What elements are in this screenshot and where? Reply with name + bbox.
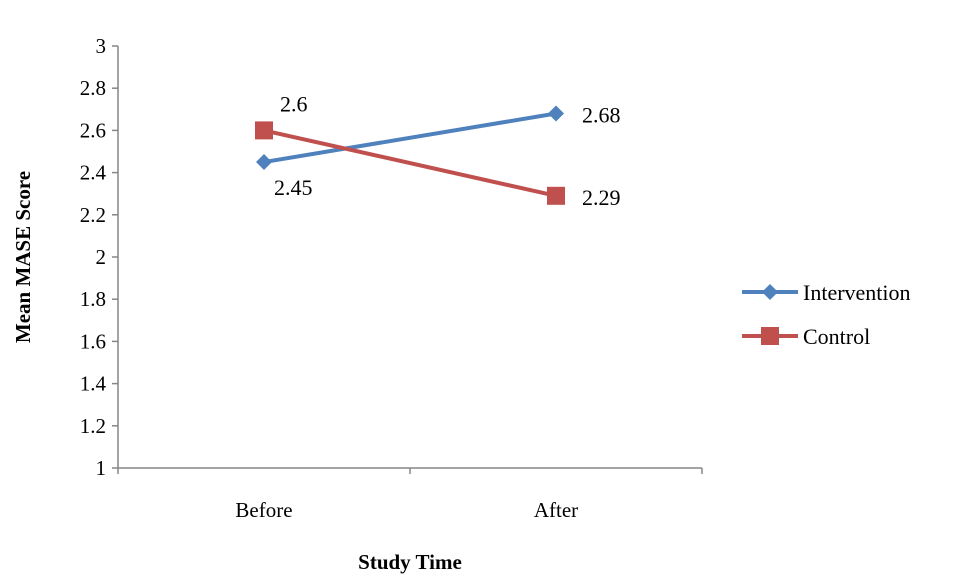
data-label-intervention: 2.45	[274, 175, 313, 200]
data-labels: 2.45 2.68 2.6 2.29	[274, 91, 621, 209]
legend-marker	[762, 284, 778, 300]
legend-item-control: Control	[742, 324, 870, 349]
series-layer	[255, 105, 565, 205]
series-control	[255, 121, 565, 205]
data-point-control	[547, 186, 565, 205]
data-point-intervention	[548, 105, 564, 122]
y-tick-label: 1.8	[80, 287, 106, 311]
legend-label: Intervention	[803, 280, 911, 305]
y-tick-label: 1	[96, 456, 107, 480]
x-tick-label: Before	[235, 498, 292, 522]
x-ticks: Before After	[117, 468, 703, 522]
y-tick-label: 1.2	[80, 414, 106, 438]
y-tick-label: 2.6	[80, 118, 106, 142]
series-line-intervention	[263, 111, 557, 165]
y-axis-title: Mean MASE Score	[11, 171, 35, 343]
legend-marker	[761, 327, 779, 345]
x-tick-label: After	[534, 498, 578, 522]
data-label-control: 2.29	[582, 185, 621, 210]
axes: 1 1.2 1.4 1.6 1.8 2 2.2 2.4 2.6 2.8 3 Before After	[80, 34, 703, 522]
y-tick-label: 1.4	[80, 372, 107, 396]
data-point-intervention	[256, 154, 272, 171]
x-axis-title: Study Time	[358, 550, 462, 574]
y-tick-label: 2.8	[80, 76, 106, 100]
series-line-control	[263, 128, 557, 198]
y-ticks: 1 1.2 1.4 1.6 1.8 2 2.2 2.4 2.6 2.8 3	[80, 34, 118, 480]
legend: Intervention Control	[742, 280, 911, 349]
y-tick-label: 3	[96, 34, 107, 58]
y-tick-label: 1.6	[80, 329, 106, 353]
series-intervention	[256, 105, 564, 171]
y-tick-label: 2.4	[80, 161, 107, 185]
legend-item-intervention: Intervention	[742, 280, 911, 305]
data-label-control: 2.6	[280, 91, 308, 116]
y-tick-label: 2.2	[80, 203, 106, 227]
y-tick-label: 2	[96, 245, 107, 269]
legend-label: Control	[803, 324, 870, 349]
data-label-intervention: 2.68	[582, 103, 621, 128]
data-point-control	[255, 121, 273, 140]
